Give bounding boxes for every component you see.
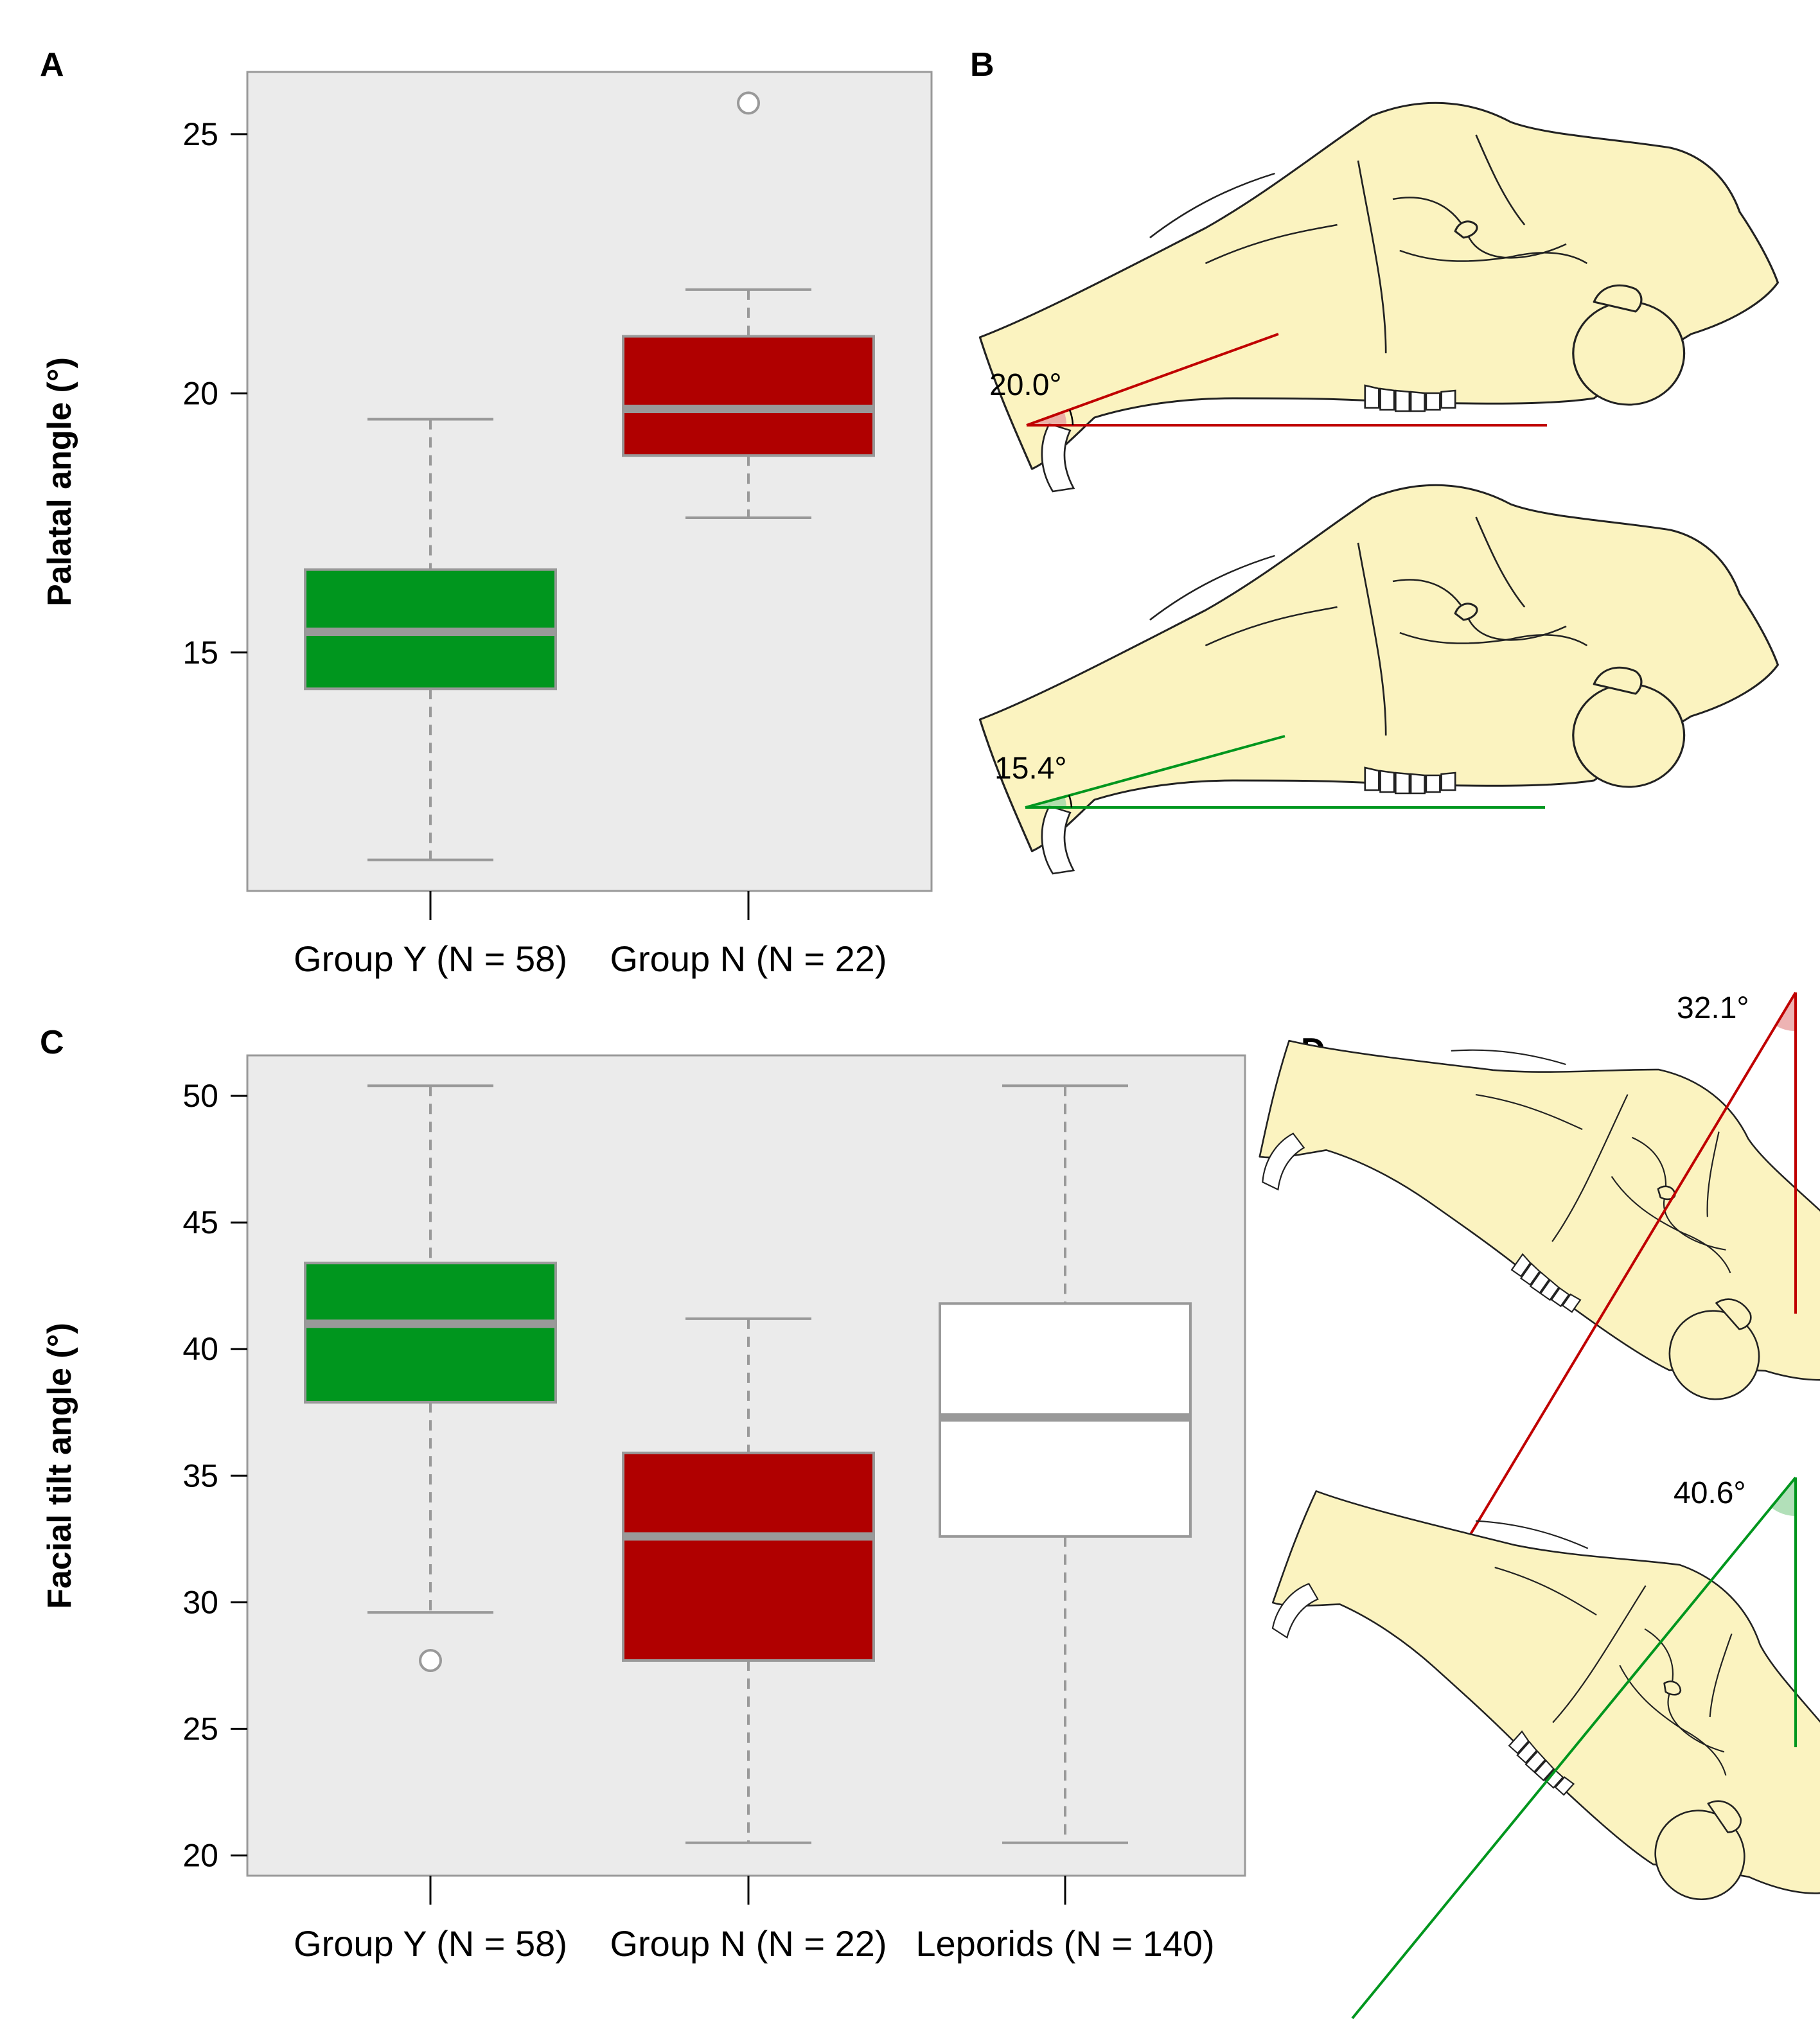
x-category-label: Group Y (N = 58) (294, 938, 567, 979)
panel-letter-a: A (40, 46, 64, 84)
box-group-y (304, 1262, 557, 1404)
box-group-n (622, 335, 875, 457)
y-tick-label: 20 (182, 1837, 218, 1873)
angle-label-b-bottom: 15.4° (994, 752, 1067, 786)
x-category-label: Group Y (N = 58) (294, 1923, 567, 1964)
panel-letter-b: B (970, 46, 994, 84)
y-tick-label: 40 (182, 1331, 218, 1367)
x-category-label: Leporids (N = 140) (915, 1923, 1214, 1964)
tilt-line-d-bottom (1351, 1476, 1797, 2020)
palatal-line-b-top (1026, 333, 1279, 427)
angle-arc-b-bottom (1068, 795, 1073, 808)
plot-area (246, 71, 933, 892)
angle-label-b-top: 20.0° (989, 368, 1062, 402)
facial-tilt-angle-boxplot: 20 25 30 35 40 45 50 Facial tilt angle (°) Group… (41, 1054, 1246, 1964)
y-axis-title: Facial tilt angle (°) (41, 1323, 78, 1609)
angle-label-d-bottom: 40.6° (1674, 1476, 1746, 1510)
outlier-point (419, 1648, 442, 1672)
skull-illustration-b-top (978, 101, 1780, 493)
skull-illustration-b-bottom (978, 484, 1780, 875)
y-tick-label: 50 (182, 1078, 218, 1114)
angle-label-d-top: 32.1° (1677, 991, 1749, 1025)
skull-illustration-d-top (1213, 876, 1820, 1522)
y-tick-label: 25 (182, 1711, 218, 1747)
angle-arc-b-top (1068, 409, 1074, 426)
box-group-n (622, 1451, 875, 1662)
palatal-angle-boxplot: 15 20 25 Palatal angle (°) Group Y (N = 58) G… (41, 71, 933, 979)
outlier-point (737, 91, 760, 115)
y-tick-label: 20 (182, 375, 218, 411)
y-tick-label: 30 (182, 1584, 218, 1620)
y-tick-label: 25 (182, 116, 218, 152)
x-category-label: Group N (N = 22) (610, 1923, 887, 1964)
y-tick-label: 35 (182, 1458, 218, 1493)
y-tick-label: 15 (182, 635, 218, 671)
y-tick-label: 45 (182, 1204, 218, 1240)
y-axis-title: Palatal angle (°) (41, 357, 78, 606)
tilt-line-d-top (1449, 991, 1797, 1569)
panel-letter-c: C (40, 1024, 64, 1061)
x-category-label: Group N (N = 22) (610, 938, 887, 979)
